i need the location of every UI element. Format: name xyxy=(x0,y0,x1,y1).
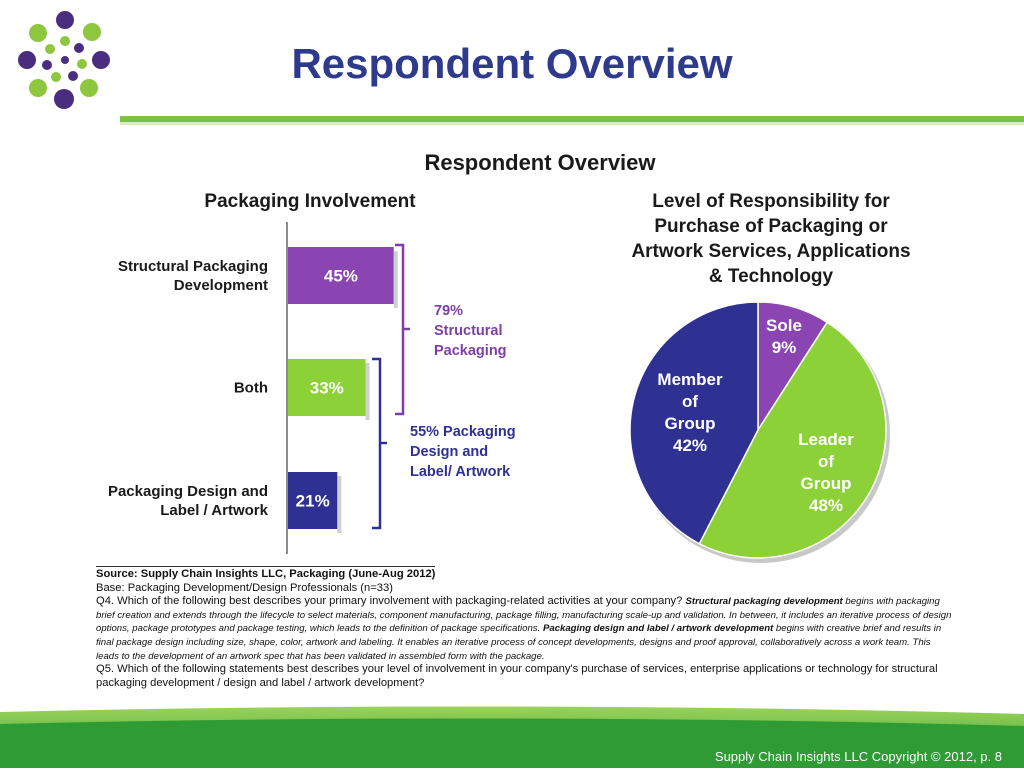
q4-definition-design: begins with creative brief and results i… xyxy=(96,623,942,662)
bracket-structural-label-line-3: Packaging xyxy=(434,343,507,359)
bracket-design-label-line-2: Design and xyxy=(410,444,488,460)
bar-value-label-1: 45% xyxy=(324,267,358,286)
q4-term-structural: Structural packaging development xyxy=(685,596,843,608)
pie-slice-value-label-1: 9% xyxy=(772,338,797,357)
slide-title: Respondent Overview xyxy=(291,40,733,87)
bar-category-label-2-line-1: Both xyxy=(234,380,268,397)
pie-title-line-2: Purchase of Packaging or xyxy=(654,216,888,237)
q4-term-design: Packaging design and label / artwork dev… xyxy=(542,623,774,635)
q4-definition-structural: begins with packaging brief creation and… xyxy=(96,596,952,635)
footer-copyright: Supply Chain Insights LLC Copyright © 20… xyxy=(714,749,1002,764)
bar-category-label-1-line-2: Development xyxy=(174,277,268,294)
bracket-structural-label-line-2: Structural xyxy=(434,323,503,339)
pie-title-line-3: Artwork Services, Applications xyxy=(631,241,910,262)
bar-2 xyxy=(288,359,366,416)
company-logo-icon xyxy=(18,11,110,109)
pie-slice-value-label-2: 48% xyxy=(809,496,843,515)
pie-slice-label-2-word-3: Group xyxy=(801,474,852,493)
pie-slice-label-2-word-1: Leader xyxy=(798,430,854,449)
pie-slice-label-1-word-1: Sole xyxy=(766,316,802,335)
bar-3 xyxy=(288,472,338,529)
pie-slice-label-3-word-1: Member xyxy=(657,370,723,389)
bracket-structural-label-line-1: 79% xyxy=(434,303,463,319)
pie-slice-label-3-word-2: of xyxy=(682,392,698,411)
pie-title-line-1: Level of Responsibility for xyxy=(652,191,890,212)
bar-category-label-3-line-1: Packaging Design and xyxy=(108,483,268,500)
footer-band: Supply Chain Insights LLC Copyright © 20… xyxy=(0,704,1024,768)
bracket-design-label-line-3: Label/ Artwork xyxy=(410,464,511,480)
bar-value-label-2: 33% xyxy=(310,379,344,398)
q5-question: Q5. Which of the following statements be… xyxy=(96,663,938,689)
pie-slice-3 xyxy=(629,301,759,545)
bar-shadow-2 xyxy=(365,363,370,420)
bar-value-label-3: 21% xyxy=(296,492,330,511)
pie-slice-label-2-word-2: of xyxy=(818,452,834,471)
pie-slice-label-3-word-3: Group xyxy=(665,414,716,433)
source-base: Base: Packaging Development/Design Profe… xyxy=(96,581,393,594)
bracket-design xyxy=(372,357,382,530)
footer-swoosh xyxy=(0,706,1024,768)
bar-1 xyxy=(288,247,394,304)
bar-shadow-3 xyxy=(337,476,342,533)
source-heading: Source: Supply Chain Insights LLC, Packa… xyxy=(96,566,436,580)
figure-title: Respondent Overview xyxy=(424,150,656,175)
q4-question: Q4. Which of the following best describe… xyxy=(96,595,686,608)
pie-slice-value-label-3: 42% xyxy=(673,436,707,455)
title-divider-shadow xyxy=(120,122,1024,125)
pie-title-line-4: & Technology xyxy=(709,266,834,287)
bar-chart-title: Packaging Involvement xyxy=(204,191,416,212)
title-divider xyxy=(120,116,1024,122)
bar-category-label-3-line-2: Label / Artwork xyxy=(160,502,268,519)
source-notes: Source: Supply Chain Insights LLC, Packa… xyxy=(96,566,956,690)
bar-category-label-1-line-1: Structural Packaging xyxy=(118,258,268,275)
bracket-design-label-line-1: 55% Packaging xyxy=(410,424,516,440)
pie-slice-2 xyxy=(698,321,887,559)
bar-shadow-1 xyxy=(393,251,398,308)
